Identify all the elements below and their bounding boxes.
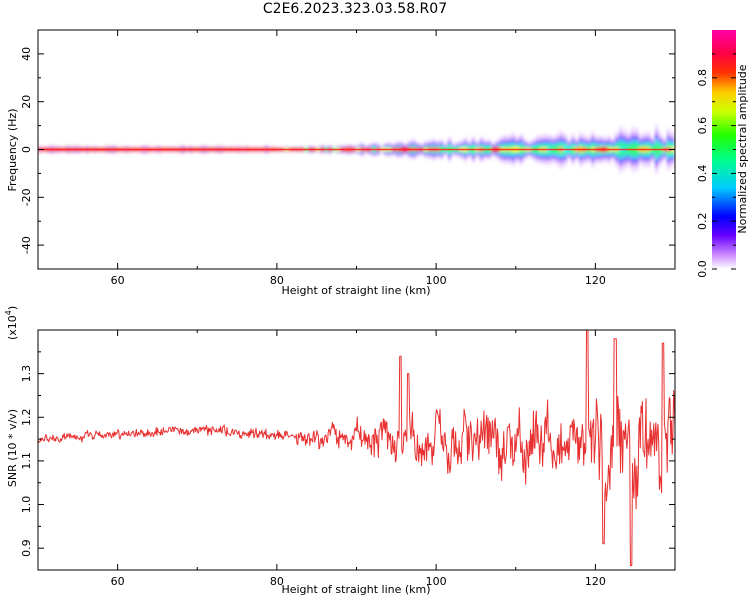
colorbar-tick-label: 0.2 xyxy=(696,212,709,230)
colorbar-tick-label: 0.6 xyxy=(696,117,709,135)
x-tick-label: 120 xyxy=(585,575,606,588)
spectrogram-ticks: 60 80 100 120 -40 -20 0 20 40 xyxy=(20,29,676,287)
snr-x-axis-label: Height of straight line (km) xyxy=(281,583,430,596)
figure-title: C2E6.2023.323.03.58.R07 xyxy=(262,1,448,17)
colorbar-label: Normalized spectral amplitude xyxy=(736,64,749,233)
x-tick-label: 60 xyxy=(111,274,125,287)
snr-scale-factor: (x104) xyxy=(4,306,19,340)
svg-text:(x104): (x104) xyxy=(4,306,19,340)
snr-y-axis-label: SNR (10 * v/v) xyxy=(6,409,19,487)
spectrogram-panel: 60 80 100 120 -40 -20 0 20 40 Height of straight… xyxy=(6,29,676,297)
x-tick-label: 80 xyxy=(270,274,284,287)
colorbar-ticks: 0.0 0.2 0.4 0.6 0.8 xyxy=(696,53,736,278)
snr-scale-exponent: 4 xyxy=(4,310,13,315)
y-tick-label: 0 xyxy=(20,146,33,153)
y-tick-label: 20 xyxy=(20,95,33,109)
colorbar-tick-label: 0.4 xyxy=(696,165,709,183)
y-tick-label: 40 xyxy=(20,47,33,61)
snr-ticks: 60 80 100 120 0.9 1.0 1.1 1.2 1.3 xyxy=(20,330,676,588)
x-tick-label: 120 xyxy=(585,274,606,287)
spectrogram-y-axis-label: Frequency (Hz) xyxy=(6,109,19,192)
colorbar-gradient xyxy=(712,30,736,269)
snr-panel: 60 80 100 120 0.9 1.0 1.1 1.2 1.3 Height of stra… xyxy=(4,306,676,596)
y-tick-label: -20 xyxy=(20,188,33,206)
y-tick-label: 1.3 xyxy=(20,365,33,383)
x-tick-label: 80 xyxy=(270,575,284,588)
colorbar-tick-label: 0.0 xyxy=(696,260,709,278)
y-tick-label: -40 xyxy=(20,236,33,254)
y-tick-label: 1.2 xyxy=(20,409,33,427)
colorbar-tick-label: 0.8 xyxy=(696,69,709,87)
x-tick-label: 100 xyxy=(426,274,447,287)
snr-scale-open: (x10 xyxy=(6,315,19,340)
spectrogram-x-axis-label: Height of straight line (km) xyxy=(281,284,430,297)
y-tick-label: 1.0 xyxy=(20,496,33,513)
y-tick-label: 0.9 xyxy=(20,539,33,557)
snr-scale-close: ) xyxy=(6,306,19,310)
x-tick-label: 60 xyxy=(111,575,125,588)
colorbar: 0.0 0.2 0.4 0.6 0.8 Normalized spectral ampl… xyxy=(696,30,749,278)
x-tick-label: 100 xyxy=(426,575,447,588)
snr-series-line xyxy=(38,330,675,567)
spectrogram-heatmap xyxy=(38,124,675,175)
y-tick-label: 1.1 xyxy=(20,452,33,470)
